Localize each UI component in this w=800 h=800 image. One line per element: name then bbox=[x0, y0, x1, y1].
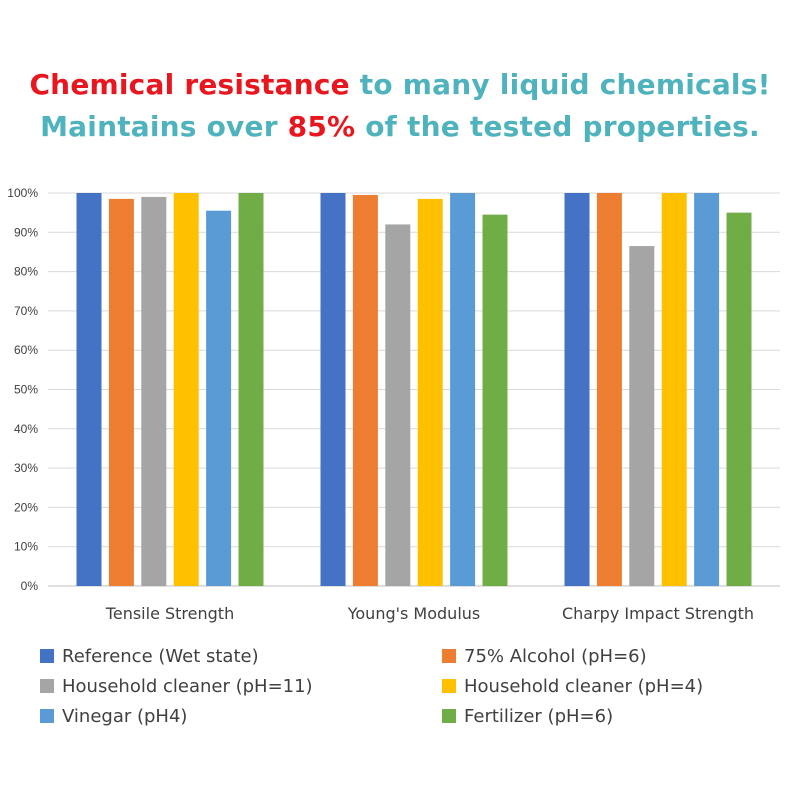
headline-segment: Chemical resistance bbox=[29, 68, 350, 101]
legend-swatch bbox=[442, 649, 456, 663]
bar bbox=[450, 193, 476, 586]
legend-item: 75% Alcohol (pH=6) bbox=[442, 644, 772, 668]
bar bbox=[726, 212, 752, 586]
bar bbox=[173, 193, 199, 586]
legend-swatch bbox=[40, 649, 54, 663]
bar bbox=[661, 193, 687, 586]
bar bbox=[76, 193, 102, 586]
chart-legend: Reference (Wet state) 75% Alcohol (pH=6) H… bbox=[40, 644, 780, 728]
x-category-label: Charpy Impact Strength bbox=[562, 604, 754, 623]
headline-segment: to many liquid chemicals! bbox=[349, 68, 771, 101]
legend-label: 75% Alcohol (pH=6) bbox=[464, 645, 647, 667]
legend-swatch bbox=[40, 709, 54, 723]
legend-label: Reference (Wet state) bbox=[62, 645, 259, 667]
y-tick-label: 50% bbox=[14, 383, 38, 397]
legend-item: Household cleaner (pH=4) bbox=[442, 674, 772, 698]
headline-line-2: Maintains over 85% of the tested propert… bbox=[0, 110, 800, 143]
legend-item: Vinegar (pH4) bbox=[40, 704, 442, 728]
bar bbox=[596, 193, 622, 586]
legend-swatch bbox=[40, 679, 54, 693]
y-tick-label: 30% bbox=[14, 461, 38, 475]
legend-swatch bbox=[442, 709, 456, 723]
y-tick-label: 40% bbox=[14, 422, 38, 436]
bar bbox=[564, 193, 590, 586]
y-tick-label: 80% bbox=[14, 265, 38, 279]
y-tick-label: 90% bbox=[14, 225, 38, 239]
bar bbox=[694, 193, 720, 586]
x-category-label: Tensile Strength bbox=[105, 604, 234, 623]
x-category-label: Young's Modulus bbox=[347, 604, 481, 623]
y-tick-label: 20% bbox=[14, 500, 38, 514]
headline-segment: 85% bbox=[287, 110, 356, 143]
y-tick-label: 0% bbox=[21, 579, 39, 593]
legend-label: Household cleaner (pH=4) bbox=[464, 675, 704, 697]
headline-segment: Maintains over bbox=[40, 110, 288, 143]
legend-label: Fertilizer (pH=6) bbox=[464, 705, 614, 727]
y-tick-label: 10% bbox=[14, 540, 38, 554]
bar bbox=[417, 198, 443, 586]
legend-swatch bbox=[442, 679, 456, 693]
y-tick-label: 100% bbox=[7, 186, 38, 200]
bar bbox=[352, 194, 378, 586]
bar bbox=[108, 198, 134, 586]
y-tick-label: 60% bbox=[14, 343, 38, 357]
bar bbox=[629, 246, 655, 586]
bar bbox=[141, 196, 167, 586]
bar bbox=[320, 193, 346, 586]
bar bbox=[385, 224, 411, 586]
y-tick-label: 70% bbox=[14, 304, 38, 318]
headline-segment: of the tested properties. bbox=[355, 110, 760, 143]
legend-label: Household cleaner (pH=11) bbox=[62, 675, 313, 697]
bar-chart: 0% 10% 20% 30% 40% 50% 60% 70% 80% 90% 100% Tensile… bbox=[7, 186, 780, 623]
legend-item: Fertilizer (pH=6) bbox=[442, 704, 772, 728]
legend-item: Reference (Wet state) bbox=[40, 644, 442, 668]
legend-item: Household cleaner (pH=11) bbox=[40, 674, 442, 698]
bar bbox=[482, 214, 508, 587]
bar bbox=[206, 210, 232, 586]
legend-label: Vinegar (pH4) bbox=[62, 705, 188, 727]
headline-line-1: Chemical resistance to many liquid chemi… bbox=[0, 68, 800, 101]
bar bbox=[238, 193, 264, 586]
